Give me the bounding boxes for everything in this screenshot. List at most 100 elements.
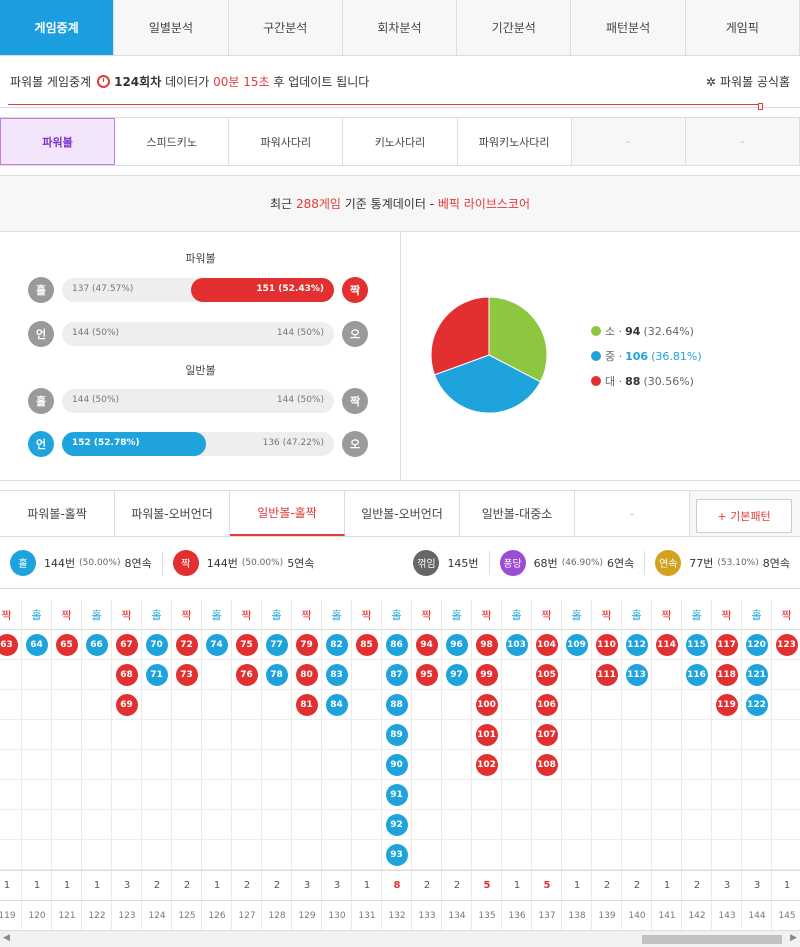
stats-header-mid: 기준 통계데이터 -	[344, 197, 435, 211]
pattern-cell	[472, 780, 501, 810]
pattern-cell	[172, 780, 201, 810]
pattern-tab-nb-size[interactable]: 일반볼-대중소	[460, 491, 575, 536]
tab-period[interactable]: 기간분석	[457, 0, 572, 55]
pattern-cell	[232, 720, 261, 750]
tab-range[interactable]: 구간분석	[229, 0, 343, 55]
pattern-tab-nb-oddeven[interactable]: 일반볼-홀짝	[230, 491, 345, 536]
pattern-cell	[742, 780, 771, 810]
game-tab-speedkeno[interactable]: 스피드키노	[115, 118, 230, 165]
pattern-column: 홀 103	[502, 600, 532, 930]
pattern-cell	[742, 810, 771, 840]
pattern-cell	[652, 720, 681, 750]
pattern-ball: 117	[715, 633, 738, 656]
stats-game-count: 288게임	[295, 197, 341, 211]
pattern-cell	[352, 660, 381, 690]
pattern-cell	[0, 780, 21, 810]
pattern-cell	[682, 810, 711, 840]
pattern-cell	[562, 720, 591, 750]
pattern-cell	[622, 840, 651, 870]
pattern-cell	[142, 690, 171, 720]
pattern-cell	[232, 690, 261, 720]
streak-count: 1	[22, 870, 52, 900]
odd-badge: 홀	[10, 549, 36, 576]
round-number: 135	[472, 900, 502, 930]
pattern-ball: 79	[295, 633, 318, 656]
tab-daily[interactable]: 일별분석	[114, 0, 229, 55]
pattern-cell: 73	[172, 660, 201, 690]
even-icon: 짝	[342, 277, 368, 303]
medium-count: 106	[625, 349, 649, 363]
pattern-tab-nb-overunder[interactable]: 일반볼-오버언더	[345, 491, 460, 536]
pattern-tab-pb-oddeven[interactable]: 파워볼-홀짝	[0, 491, 115, 536]
pattern-cell	[502, 720, 531, 750]
pattern-ball: 73	[175, 663, 198, 686]
pattern-cell	[742, 750, 771, 780]
pattern-column-head: 짝	[772, 600, 800, 630]
scroll-right-icon[interactable]: ▶	[790, 933, 797, 943]
pattern-column: 짝 79 80 81	[292, 600, 322, 930]
pattern-cell	[562, 690, 591, 720]
game-tab-powerkeno-ladder[interactable]: 파워키노사다리	[457, 118, 572, 165]
pattern-ball: 90	[385, 753, 408, 776]
pattern-cell: 72	[172, 630, 201, 660]
pong-pct: (46.90%)	[561, 557, 604, 568]
bounce-count: 145번	[447, 556, 479, 570]
scroll-left-icon[interactable]: ◀	[3, 933, 10, 943]
basic-pattern-button[interactable]: + 기본패턴	[696, 499, 792, 533]
pattern-ball: 107	[535, 723, 558, 746]
pattern-ball: 92	[385, 813, 408, 836]
pattern-ball: 88	[385, 693, 408, 716]
horizontal-scrollbar[interactable]: ◀ ▶	[0, 930, 800, 947]
round-number: 128	[262, 900, 292, 930]
over-value: 136 (47.22%)	[262, 438, 324, 448]
medium-pct: (36.81%)	[651, 349, 702, 363]
pattern-cell: 117	[712, 630, 741, 660]
pattern-column: 홀 86 87 88 89 90 91 92 93	[382, 600, 412, 930]
game-tab-power-ladder[interactable]: 파워사다리	[229, 118, 344, 165]
pattern-column-head: 짝	[0, 600, 21, 630]
size-pie-chart	[430, 296, 548, 414]
pattern-cell: 65	[52, 630, 81, 660]
pattern-cell	[652, 810, 681, 840]
pattern-column-head: 홀	[322, 600, 351, 630]
pattern-cell: 69	[112, 690, 141, 720]
small-pct: (32.64%)	[643, 324, 694, 338]
pattern-cell: 67	[112, 630, 141, 660]
pattern-cell	[772, 720, 800, 750]
tab-pattern[interactable]: 패턴분석	[571, 0, 686, 55]
pattern-column-head: 짝	[532, 600, 561, 630]
round-number: 132	[382, 900, 412, 930]
pattern-tab-pb-overunder[interactable]: 파워볼-오버언더	[115, 491, 230, 536]
powerball-oddeven-bar: 137 (47.57%) 151 (52.43%)	[62, 278, 334, 302]
under-value: 152 (52.78%)	[72, 438, 140, 448]
countdown-time: 00분 15초	[213, 75, 270, 89]
pattern-ball: 120	[745, 633, 768, 656]
pattern-column: 짝 104 105 106 107 108	[532, 600, 562, 930]
info-prefix: 파워볼 게임중계	[10, 75, 92, 89]
pattern-cell	[682, 690, 711, 720]
game-tab-powerball[interactable]: 파워볼	[0, 118, 116, 165]
tab-game-live[interactable]: 게임중계	[0, 0, 115, 55]
pie-slice-2	[430, 296, 490, 376]
pattern-cell	[502, 690, 531, 720]
odd-value: 144 (50%)	[72, 395, 120, 405]
pattern-cell: 118	[712, 660, 741, 690]
pattern-cell	[202, 720, 231, 750]
pattern-cell	[82, 780, 111, 810]
pattern-ball: 99	[475, 663, 498, 686]
official-home-link[interactable]: ✲ 파워볼 공식홈	[706, 73, 790, 90]
scrollbar-thumb[interactable]	[642, 935, 782, 944]
pattern-cell	[22, 720, 51, 750]
pattern-cell	[52, 660, 81, 690]
streak-count: 5	[472, 870, 502, 900]
game-tab-keno-ladder[interactable]: 키노사다리	[343, 118, 458, 165]
pattern-cell	[232, 780, 261, 810]
pattern-cell	[22, 810, 51, 840]
pattern-cell	[562, 660, 591, 690]
pattern-cell	[682, 780, 711, 810]
pattern-cell	[712, 720, 741, 750]
cont-pct: (53.10%)	[717, 557, 759, 568]
streak-count: 2	[142, 870, 172, 900]
tab-round[interactable]: 회차분석	[343, 0, 458, 55]
tab-game-pick[interactable]: 게임픽	[686, 0, 800, 55]
